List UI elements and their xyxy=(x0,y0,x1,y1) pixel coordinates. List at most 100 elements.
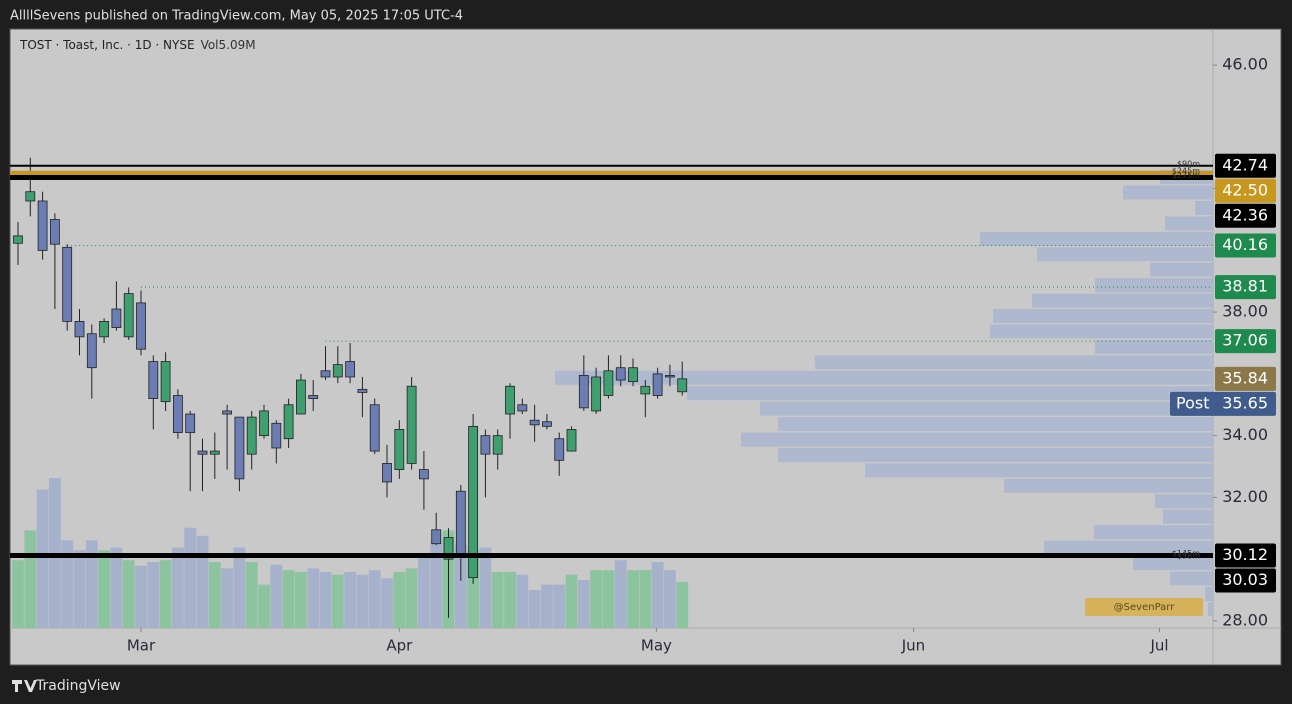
volume-bar xyxy=(110,547,123,628)
level-note: $245m xyxy=(1172,167,1200,176)
candle-body xyxy=(640,385,651,395)
candle-body xyxy=(382,463,392,483)
volume-bar xyxy=(528,590,541,628)
volume-profile-bar xyxy=(1163,509,1213,524)
y-tick-label: 34.00 xyxy=(1222,425,1268,444)
price-label-box xyxy=(1215,543,1276,568)
candle-body xyxy=(209,450,220,455)
volume-bar xyxy=(24,530,37,628)
volume-bar xyxy=(36,489,49,628)
volume-profile-bar xyxy=(815,355,1213,370)
candle-body xyxy=(492,435,503,455)
candle-body xyxy=(283,404,294,440)
candle-body xyxy=(13,235,23,244)
level-note: $90m xyxy=(1177,159,1200,168)
volume-profile-bar xyxy=(1155,494,1213,509)
y-tick-label: 38.00 xyxy=(1222,302,1268,321)
candle-body xyxy=(259,410,269,437)
candle-body xyxy=(406,385,417,464)
candle-body xyxy=(591,376,602,412)
candle-body xyxy=(160,361,171,403)
candle-body xyxy=(234,416,245,480)
price-label: 35.65 xyxy=(1222,393,1268,412)
volume-profile-bar xyxy=(687,386,1213,401)
price-label: 30.03 xyxy=(1222,570,1268,589)
volume-bar xyxy=(627,570,639,628)
volume-bar xyxy=(319,571,332,628)
volume-bar xyxy=(208,562,221,628)
candle-body xyxy=(677,378,688,393)
volume-bar xyxy=(504,571,516,628)
volume-bar xyxy=(516,574,529,628)
candle-body xyxy=(123,293,134,338)
candle-body xyxy=(443,537,454,560)
volume-bar xyxy=(454,544,467,628)
price-label: 42.74 xyxy=(1222,155,1268,174)
candle-body xyxy=(357,388,368,393)
volume-profile-bar xyxy=(760,401,1213,416)
volume-bar xyxy=(491,571,504,628)
price-label: 30.12 xyxy=(1222,545,1268,564)
volume-profile-bar xyxy=(1195,200,1213,215)
candle-body xyxy=(665,375,675,378)
level-note: $98m xyxy=(1177,552,1200,561)
volume-bar xyxy=(147,562,160,628)
volume-bar xyxy=(245,562,258,628)
chart-panel xyxy=(9,28,1282,666)
candle-body xyxy=(86,333,97,369)
candle-body xyxy=(136,302,146,350)
plot: 46.0042.0038.0034.0032.0028.00MarAprMayJ… xyxy=(10,55,1276,655)
volume-bar xyxy=(12,560,24,628)
volume-profile-bar xyxy=(993,309,1213,323)
candle-body xyxy=(345,361,356,378)
x-tick-label: Mar xyxy=(127,637,156,655)
volume-profile-bar xyxy=(1150,262,1213,277)
candle-body xyxy=(74,320,85,338)
candle-body xyxy=(308,395,319,399)
candle-body xyxy=(369,404,380,452)
volume-profile-bar xyxy=(1095,278,1213,293)
candle-body xyxy=(542,421,552,427)
candle-body xyxy=(62,246,73,322)
volume-bar xyxy=(467,550,480,628)
volume-bar xyxy=(368,570,381,628)
price-label-box xyxy=(1215,366,1276,391)
candle-body xyxy=(296,379,306,415)
level-note: $145m xyxy=(1172,549,1200,558)
volume-bar xyxy=(430,540,443,628)
volume-bar xyxy=(331,574,344,628)
candle-body xyxy=(529,419,540,426)
volume-profile-bar xyxy=(1133,556,1213,570)
publish-line: AllllSevens published on TradingView.com… xyxy=(10,9,463,24)
price-label-box xyxy=(1215,178,1276,203)
volume-profile-bar xyxy=(741,432,1213,447)
candle-body xyxy=(419,469,429,480)
volume-bar xyxy=(553,584,566,628)
volume-profile-bar xyxy=(1044,540,1213,555)
y-tick-label: 28.00 xyxy=(1222,610,1268,629)
volume-bar xyxy=(73,550,86,628)
candle-body xyxy=(603,370,614,396)
x-tick-label: Jul xyxy=(1149,637,1168,655)
candle-body xyxy=(37,200,48,251)
volume-profile-bar xyxy=(1123,185,1213,200)
volume-profile-bar xyxy=(1165,216,1213,231)
candle-body xyxy=(332,364,343,378)
price-label: 37.06 xyxy=(1222,331,1268,350)
volume-bar xyxy=(541,584,553,628)
volume-bar xyxy=(405,568,418,628)
volume-bar xyxy=(664,570,676,628)
volume-profile-bar xyxy=(1032,293,1213,308)
symbol: TOST · Toast, Inc. · 1D · NYSE xyxy=(19,38,195,52)
candle-body xyxy=(455,490,466,557)
volume-profile-bar xyxy=(1208,602,1213,617)
candle-body xyxy=(173,395,183,433)
volume-bar xyxy=(577,580,590,628)
price-label-box xyxy=(1215,329,1276,354)
volume-bar xyxy=(258,584,270,628)
volume-bar xyxy=(221,568,234,628)
volume-bar xyxy=(639,570,652,628)
price-label-tag: Post xyxy=(1176,393,1209,412)
candle-body xyxy=(578,375,589,409)
volume-bar xyxy=(171,547,184,628)
